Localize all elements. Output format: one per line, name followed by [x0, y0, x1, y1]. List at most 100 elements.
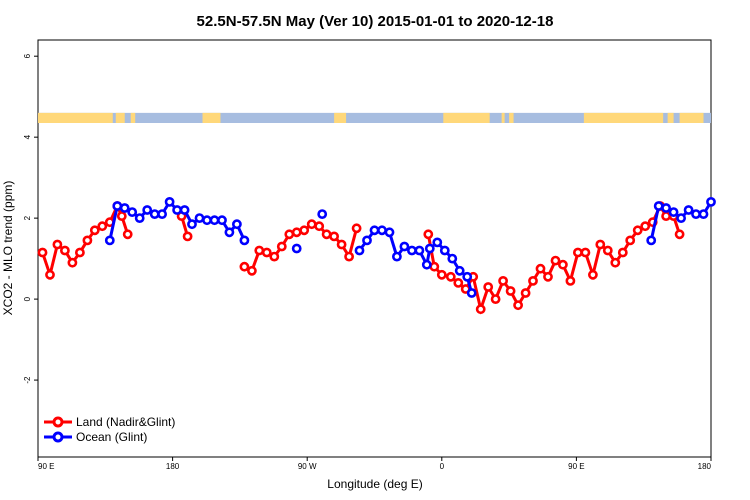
legend-ocean-marker — [52, 431, 64, 443]
land-band — [501, 112, 505, 123]
data-point — [573, 247, 583, 258]
data-point — [661, 211, 671, 221]
data-point — [565, 275, 576, 286]
data-point — [674, 229, 685, 240]
data-point — [588, 269, 598, 280]
data-point — [321, 229, 332, 240]
data-point — [179, 205, 190, 215]
data-point — [406, 245, 417, 256]
data-point — [421, 259, 432, 270]
y-tick-label: 6 — [23, 53, 32, 58]
data-point — [505, 286, 516, 296]
data-point — [632, 225, 643, 236]
data-point — [580, 247, 591, 258]
data-point — [261, 247, 272, 258]
data-point — [646, 235, 657, 246]
y-tick-label: 0 — [23, 296, 32, 301]
data-point — [653, 201, 664, 211]
data-point — [217, 215, 227, 226]
data-point — [104, 235, 115, 246]
x-tick-label: 180 — [166, 462, 180, 471]
data-point — [436, 269, 447, 280]
data-point — [317, 209, 328, 219]
data-point — [668, 207, 679, 217]
land-band — [443, 112, 490, 123]
data-point — [520, 288, 531, 298]
data-point — [291, 243, 302, 254]
x-tick-label: 90 E — [38, 462, 54, 471]
x-axis-label: Longitude (deg E) — [327, 477, 422, 491]
data-point — [698, 209, 709, 219]
data-point — [462, 271, 473, 282]
data-point — [37, 247, 48, 258]
data-point — [116, 211, 127, 221]
legend-land-marker — [52, 416, 64, 428]
data-point — [683, 205, 694, 215]
data-point — [625, 235, 636, 246]
data-point — [483, 282, 494, 292]
data-point — [513, 300, 523, 311]
data-point — [82, 235, 93, 246]
data-point — [466, 288, 477, 298]
land-ocean-strip — [38, 112, 711, 123]
data-point — [432, 237, 443, 248]
x-tick-label: 0 — [440, 462, 445, 471]
data-point — [661, 203, 671, 213]
x-tick-label: 180 — [698, 462, 712, 471]
x-tick-label: 90 E — [568, 462, 584, 471]
ocean-band — [38, 112, 711, 123]
data-point — [254, 245, 265, 256]
data-point — [239, 261, 250, 272]
data-point — [134, 213, 145, 223]
data-point — [157, 209, 167, 219]
data-point — [209, 215, 220, 226]
data-point — [172, 205, 182, 215]
data-point — [269, 251, 280, 262]
data-point — [194, 213, 205, 223]
series-layer — [37, 196, 716, 315]
data-point — [535, 263, 546, 274]
data-point — [122, 229, 133, 240]
data-point — [362, 235, 372, 246]
data-point — [447, 253, 458, 264]
data-point — [67, 257, 78, 268]
data-point — [391, 251, 402, 262]
data-point — [498, 275, 508, 286]
land-band — [509, 112, 514, 123]
data-point — [543, 271, 553, 282]
data-point — [429, 261, 440, 272]
data-point — [369, 225, 380, 236]
data-point — [60, 245, 70, 256]
data-point — [284, 229, 295, 240]
data-point — [202, 215, 212, 226]
data-point — [224, 227, 235, 238]
data-point — [239, 235, 250, 246]
data-point — [75, 247, 85, 258]
data-point — [187, 219, 197, 230]
data-point — [676, 213, 686, 223]
data-point — [377, 225, 387, 236]
data-point — [231, 219, 242, 230]
data-point — [336, 239, 347, 250]
data-point — [89, 225, 100, 236]
data-point — [706, 196, 716, 207]
data-point — [595, 239, 606, 250]
data-point — [617, 247, 628, 258]
data-point — [423, 229, 434, 240]
plot-area — [37, 39, 712, 458]
data-point — [52, 239, 63, 250]
y-axis: -2 0 2 4 6 — [23, 53, 38, 384]
land-band — [130, 112, 136, 123]
y-tick-label: -2 — [23, 376, 32, 384]
data-point — [314, 221, 325, 232]
data-point — [45, 269, 55, 280]
data-point — [306, 219, 317, 230]
data-point — [445, 271, 456, 282]
data-point — [424, 243, 435, 254]
data-point — [354, 245, 365, 256]
data-point — [351, 223, 362, 234]
data-point — [399, 241, 410, 252]
data-point — [182, 231, 193, 242]
data-point — [142, 205, 153, 215]
